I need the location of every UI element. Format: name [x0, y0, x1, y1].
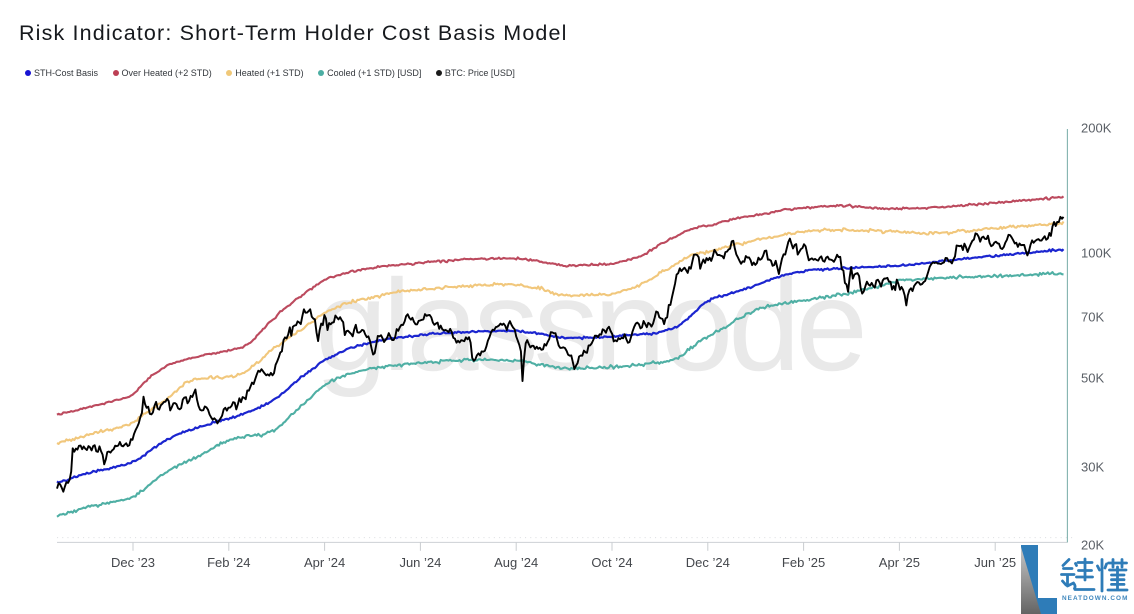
svg-text:Feb ’25: Feb ’25 — [782, 555, 825, 570]
svg-text:30K: 30K — [1081, 460, 1104, 475]
svg-text:20K: 20K — [1081, 538, 1104, 553]
svg-text:50K: 50K — [1081, 371, 1104, 386]
svg-text:Jun ’25: Jun ’25 — [974, 555, 1016, 570]
svg-text:glassnode: glassnode — [315, 252, 863, 398]
svg-text:Dec ’23: Dec ’23 — [111, 555, 155, 570]
svg-text:Feb ’24: Feb ’24 — [207, 555, 250, 570]
svg-text:Dec ’24: Dec ’24 — [686, 555, 730, 570]
svg-text:Apr ’25: Apr ’25 — [879, 555, 920, 570]
svg-text:Apr ’24: Apr ’24 — [304, 555, 345, 570]
svg-text:Oct ’24: Oct ’24 — [591, 555, 632, 570]
svg-text:200K: 200K — [1081, 121, 1112, 136]
svg-text:Jun ’24: Jun ’24 — [399, 555, 441, 570]
svg-text:100K: 100K — [1081, 246, 1112, 261]
svg-text:70K: 70K — [1081, 310, 1104, 325]
svg-text:NEATDOWN.COM: NEATDOWN.COM — [1062, 595, 1128, 602]
svg-text:Aug ’24: Aug ’24 — [494, 555, 538, 570]
